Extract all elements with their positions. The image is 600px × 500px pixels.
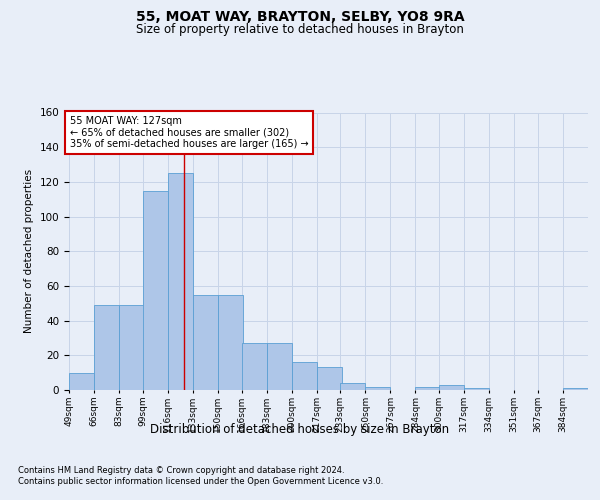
Bar [365, 386, 391, 390]
Bar [266, 343, 292, 390]
Bar [317, 368, 342, 390]
Text: 55 MOAT WAY: 127sqm
← 65% of detached houses are smaller (302)
35% of semi-detac: 55 MOAT WAY: 127sqm ← 65% of detached ho… [70, 116, 308, 149]
Bar [563, 388, 588, 390]
Bar [119, 305, 144, 390]
Bar [340, 383, 365, 390]
Bar [464, 388, 489, 390]
Text: Distribution of detached houses by size in Brayton: Distribution of detached houses by size … [151, 422, 449, 436]
Text: Contains public sector information licensed under the Open Government Licence v3: Contains public sector information licen… [18, 478, 383, 486]
Bar [218, 294, 243, 390]
Bar [168, 173, 193, 390]
Bar [242, 343, 266, 390]
Y-axis label: Number of detached properties: Number of detached properties [24, 169, 34, 334]
Text: Contains HM Land Registry data © Crown copyright and database right 2024.: Contains HM Land Registry data © Crown c… [18, 466, 344, 475]
Bar [94, 305, 119, 390]
Bar [143, 190, 168, 390]
Text: Size of property relative to detached houses in Brayton: Size of property relative to detached ho… [136, 22, 464, 36]
Bar [69, 372, 94, 390]
Bar [415, 386, 440, 390]
Bar [439, 385, 464, 390]
Bar [292, 362, 317, 390]
Bar [193, 294, 218, 390]
Text: 55, MOAT WAY, BRAYTON, SELBY, YO8 9RA: 55, MOAT WAY, BRAYTON, SELBY, YO8 9RA [136, 10, 464, 24]
